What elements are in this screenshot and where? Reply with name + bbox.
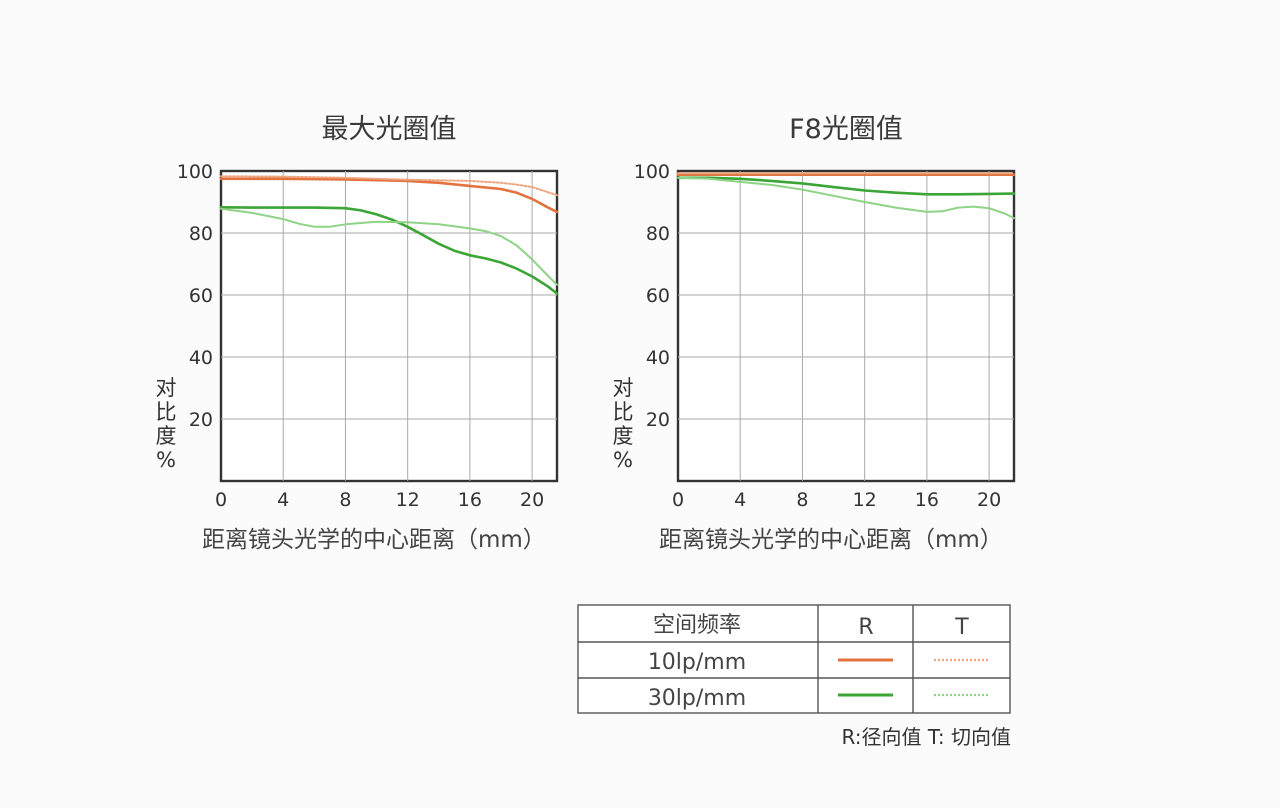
- plot-frame: [676, 169, 1016, 483]
- y-tick-label: 100: [177, 161, 213, 183]
- legend-row-label: 30lp/mm: [648, 686, 746, 711]
- x-tick-label: 16: [458, 489, 482, 511]
- legend-header-label: 空间频率: [653, 613, 741, 638]
- x-tick-label: 12: [853, 489, 877, 511]
- y-tick-label: 80: [646, 223, 670, 245]
- y-tick-label: 20: [646, 409, 670, 431]
- y-axis-label: 对比度%: [156, 376, 177, 472]
- x-tick-label: 16: [915, 489, 939, 511]
- legend-table: 空间频率 R T 10lp/mm 30lp/mm R:径向值 T: 切向值: [577, 604, 1012, 749]
- y-tick-label: 40: [646, 347, 670, 369]
- x-tick-label: 0: [215, 489, 227, 511]
- x-tick-label: 0: [672, 489, 684, 511]
- legend-frame: [577, 604, 1011, 714]
- chart-f8-aperture: F8光圈值 0 4 8 12 16 20 20 40 60 80 100 距离镜头光学的中心距离（mm）…: [613, 114, 1016, 553]
- y-axis-label: 对比度%: [613, 376, 634, 472]
- x-axis-label: 距离镜头光学的中心距离（mm）: [659, 527, 1003, 553]
- x-tick-label: 12: [396, 489, 420, 511]
- chart-title: 最大光圈值: [322, 114, 457, 145]
- series-line-t30: [220, 207, 558, 286]
- x-tick-label: 8: [339, 489, 351, 511]
- legend-note: R:径向值 T: 切向值: [842, 725, 1012, 749]
- legend-col-t: T: [954, 615, 969, 640]
- y-tick-label: 40: [189, 347, 213, 369]
- x-tick-label: 8: [796, 489, 808, 511]
- legend-row-label: 10lp/mm: [648, 650, 746, 675]
- y-tick-label: 100: [634, 161, 670, 183]
- series-line-r10: [219, 177, 559, 214]
- series-line-r30: [219, 206, 559, 295]
- x-tick-label: 20: [977, 489, 1001, 511]
- x-axis-label: 距离镜头光学的中心距离（mm）: [202, 527, 546, 553]
- x-tick-label: 20: [520, 489, 544, 511]
- y-tick-label: 20: [189, 409, 213, 431]
- chart-title: F8光圈值: [789, 114, 903, 145]
- series-line-t10: [220, 175, 558, 197]
- series-line-r30: [676, 176, 1016, 196]
- y-tick-label: 60: [646, 285, 670, 307]
- series-line-t30: [677, 176, 1015, 220]
- x-tick-label: 4: [734, 489, 746, 511]
- y-tick-label: 60: [189, 285, 213, 307]
- chart-max-aperture: 最大光圈值 0 4 8 12 16 20 20 40 60 80 100 距离镜头光学的中心距离（mm）…: [156, 114, 559, 553]
- x-tick-label: 4: [277, 489, 289, 511]
- y-tick-label: 80: [189, 223, 213, 245]
- legend-col-r: R: [858, 615, 873, 640]
